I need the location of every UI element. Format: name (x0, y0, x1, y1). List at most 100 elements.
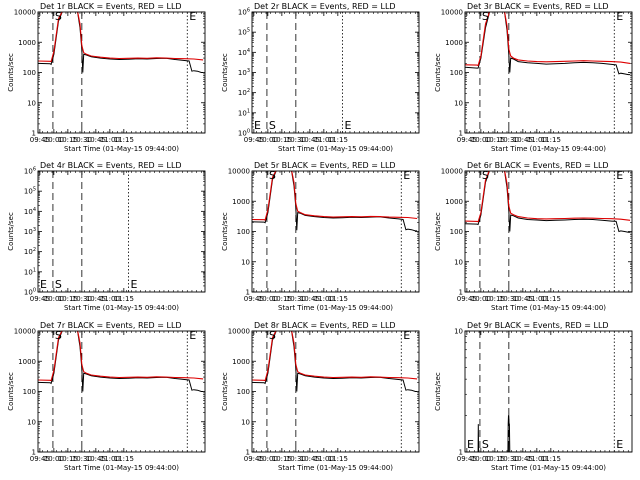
x-tick-label: 10:30 (286, 295, 306, 303)
x-tick-label: 09:45 (30, 295, 50, 303)
series-line-events (465, 171, 631, 233)
x-tick-label: 10:00 (44, 136, 64, 144)
y-tick-label: 10000 (14, 9, 36, 17)
panel-p6: Det 6r BLACK = Events, RED = LLD Counts/s… (434, 161, 633, 312)
x-tick-label: 09:45 (457, 455, 477, 463)
flare-start-label: S (269, 119, 276, 132)
x-tick-label: 11:15 (541, 295, 561, 303)
y-tick-label: 100 (23, 388, 36, 396)
flare-end-label: E (130, 278, 137, 291)
y-tick-label: 1 (459, 130, 463, 138)
x-tick-label: 10:15 (272, 136, 292, 144)
y-tick-label: 100 (237, 388, 250, 396)
panel-title: Det 2r BLACK = Events, RED = LLD (254, 2, 396, 11)
x-axis-label: Start Time (01-May-15 09:44:00) (64, 464, 179, 472)
y-tick-label: 100 (450, 228, 463, 236)
x-tick-label: 10:15 (58, 295, 78, 303)
y-axis-label: Counts/sec (221, 212, 229, 251)
panel-title: Det 6r BLACK = Events, RED = LLD (467, 161, 609, 170)
x-tick-label: 11:00 (100, 295, 120, 303)
flare-end-label: E (616, 438, 623, 451)
x-tick-label: 11:15 (328, 295, 348, 303)
x-tick-label: 09:45 (244, 136, 264, 144)
plot-frame (37, 11, 206, 134)
flare-end-label: E (189, 10, 196, 23)
plot-frame (464, 11, 633, 134)
x-tick-label: 09:45 (244, 455, 264, 463)
y-axis-label: Counts/sec (7, 212, 15, 251)
y-tick-label: 1 (246, 449, 250, 457)
y-axis-label: Counts/sec (7, 53, 15, 92)
flare-end-label: E (40, 278, 47, 291)
flare-start-label: S (55, 278, 62, 291)
y-tick-label: 100 (23, 69, 36, 77)
x-tick-label: 10:30 (286, 455, 306, 463)
y-tick-label: 1000 (232, 358, 250, 366)
y-tick-label: 100 (450, 69, 463, 77)
series-line-lld (38, 12, 204, 63)
series-line-lld (252, 331, 418, 382)
y-tick-label: 105 (24, 187, 36, 196)
flare-end-label: E (403, 329, 410, 342)
y-tick-label: 10 (241, 418, 250, 426)
y-tick-label: 102 (24, 247, 36, 256)
series-line-lld (465, 171, 631, 223)
x-tick-label: 10:15 (272, 295, 292, 303)
flare-end-label: E (467, 438, 474, 451)
y-tick-label: 106 (24, 167, 36, 176)
y-tick-label: 1000 (232, 198, 250, 206)
x-tick-label: 10:00 (258, 136, 278, 144)
x-tick-label: 10:45 (300, 136, 320, 144)
x-tick-label: 11:15 (541, 455, 561, 463)
x-tick-label: 10:30 (286, 136, 306, 144)
x-axis-label: Start Time (01-May-15 09:44:00) (491, 464, 606, 472)
series-line-lld (252, 171, 418, 221)
x-axis-label: Start Time (01-May-15 09:44:00) (491, 145, 606, 153)
panel-title: Det 5r BLACK = Events, RED = LLD (254, 161, 396, 170)
x-tick-label: 11:00 (527, 136, 547, 144)
x-tick-label: 10:00 (471, 136, 491, 144)
x-tick-label: 10:15 (58, 136, 78, 144)
x-axis-label: Start Time (01-May-15 09:44:00) (278, 304, 393, 312)
y-tick-label: 1000 (445, 39, 463, 47)
x-tick-label: 10:30 (499, 136, 519, 144)
y-axis-label: Counts/sec (7, 372, 15, 411)
x-tick-label: 11:15 (114, 455, 134, 463)
y-tick-label: 10 (454, 328, 463, 336)
y-tick-label: 102 (238, 88, 250, 97)
series-line-events (252, 331, 418, 392)
y-tick-label: 10 (454, 258, 463, 266)
y-tick-label: 10000 (441, 9, 463, 17)
x-tick-label: 11:00 (100, 136, 120, 144)
x-tick-label: 10:45 (513, 295, 533, 303)
x-tick-label: 10:30 (499, 295, 519, 303)
y-axis-label: Counts/sec (434, 53, 442, 92)
flare-start-label: S (482, 10, 489, 23)
y-axis-label: Counts/sec (221, 372, 229, 411)
y-tick-label: 10 (27, 418, 36, 426)
x-tick-label: 10:30 (72, 455, 92, 463)
x-tick-label: 11:15 (114, 295, 134, 303)
x-tick-label: 10:45 (513, 455, 533, 463)
x-tick-label: 10:00 (44, 295, 64, 303)
series-line-events (38, 331, 204, 392)
panel-p8: Det 8r BLACK = Events, RED = LLD Counts/s… (221, 321, 420, 472)
panel-p3: Det 3r BLACK = Events, RED = LLD Counts/s… (434, 2, 633, 153)
x-tick-label: 11:15 (328, 455, 348, 463)
panel-title: Det 8r BLACK = Events, RED = LLD (254, 321, 396, 330)
x-tick-label: 11:00 (314, 455, 334, 463)
x-tick-label: 10:45 (86, 455, 106, 463)
flare-start-label: S (482, 438, 489, 451)
y-axis-label: Counts/sec (221, 53, 229, 92)
x-tick-label: 11:00 (314, 295, 334, 303)
plot-frame (37, 330, 206, 453)
x-tick-label: 10:00 (44, 455, 64, 463)
series-line-events (38, 12, 204, 73)
y-tick-label: 103 (24, 227, 36, 236)
x-tick-label: 10:30 (72, 295, 92, 303)
panel-title: Det 9r BLACK = Events, RED = LLD (467, 321, 609, 330)
x-tick-label: 09:45 (457, 136, 477, 144)
flare-end-label: E (344, 119, 351, 132)
y-tick-label: 1 (32, 130, 36, 138)
